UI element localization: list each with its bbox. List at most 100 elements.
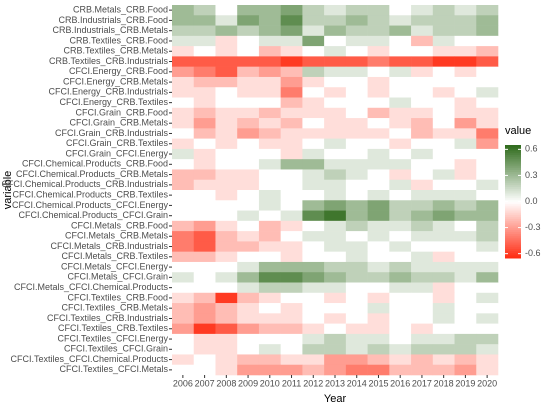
y-tick-label: CFCI.Grain_CFCI.Energy (65, 148, 168, 158)
heat-cell (302, 313, 325, 324)
heat-cell (367, 220, 390, 232)
colorbar-slice (505, 197, 521, 201)
heat-cell (476, 200, 499, 211)
heat-cell (193, 56, 216, 67)
x-tick-label: 2015 (368, 378, 388, 388)
heat-cell (389, 118, 412, 129)
y-tick-label: CFCI.Metals_CRB.Food (71, 220, 168, 230)
heat-cell (345, 303, 368, 314)
heat-cell (367, 46, 390, 57)
heat-cell (280, 344, 303, 355)
heat-cell (193, 118, 216, 129)
heat-cell (258, 323, 281, 335)
heat-cell (476, 35, 499, 47)
heat-cell (389, 241, 412, 252)
heat-cell (432, 190, 455, 201)
heat-cell (237, 261, 260, 273)
heat-cell (476, 344, 499, 355)
colorbar-slice (505, 209, 521, 212)
heat-cell (454, 333, 477, 345)
colorbar-slice (505, 188, 521, 191)
heat-cell (454, 76, 477, 88)
heat-cell (454, 261, 477, 273)
heat-cell (172, 333, 195, 345)
heat-cell (389, 313, 412, 324)
heat-cell (389, 138, 412, 150)
colorbar-slice (505, 190, 521, 193)
heat-cell (389, 179, 412, 191)
heat-cell (476, 231, 499, 242)
heat-cell (193, 241, 216, 252)
heat-cell (411, 231, 434, 242)
heat-cell (411, 159, 434, 170)
heat-cell (432, 159, 455, 170)
heat-cell (258, 303, 281, 314)
heat-cell (237, 220, 260, 232)
heat-cell (215, 148, 238, 160)
heat-cell (324, 200, 347, 211)
heat-cell (432, 344, 455, 355)
heat-cell (280, 241, 303, 252)
heat-cell (454, 107, 477, 119)
heat-cell (280, 292, 303, 304)
heat-cell (432, 148, 455, 160)
colorbar-slice (505, 210, 521, 214)
heat-cell (302, 292, 325, 304)
heat-cell (411, 323, 434, 335)
heat-cell (172, 87, 195, 98)
heat-cell (389, 282, 412, 294)
heat-cell (367, 138, 390, 150)
heat-cell (237, 190, 260, 201)
heat-cell (432, 169, 455, 181)
heat-cell (476, 272, 499, 283)
heat-cell (237, 25, 260, 37)
heat-cell (258, 56, 281, 67)
heat-cell (411, 118, 434, 129)
heat-cell (280, 15, 303, 26)
colorbar-slice (505, 199, 521, 202)
heat-cell (411, 107, 434, 119)
heat-cell (367, 190, 390, 201)
heat-cell (389, 190, 412, 201)
y-tick-label: CFCI.Grain_CRB.Metals (69, 118, 168, 128)
heat-cell (411, 190, 434, 201)
heat-cell (258, 272, 281, 283)
heat-cell (237, 231, 260, 242)
heat-cell (302, 66, 325, 78)
heat-cell (367, 303, 390, 314)
y-tick-label: CFCI.Metals_CRB.Metals (65, 231, 169, 241)
heat-cell (454, 159, 477, 170)
heat-cell (324, 25, 347, 37)
heat-cell (193, 35, 216, 47)
heat-cell (389, 5, 412, 16)
colorbar-slice (505, 248, 521, 251)
y-tick-label: CFCI.Metals_CFCI.Chemical.Products (14, 282, 169, 292)
x-tick-label: 2016 (390, 378, 410, 388)
heat-cell (280, 66, 303, 78)
heat-cell (215, 25, 238, 37)
heat-cell (411, 220, 434, 232)
heat-cell (367, 241, 390, 252)
heat-cell (367, 56, 390, 67)
heat-cell (432, 303, 455, 314)
heat-cell (172, 292, 195, 304)
heat-cell (258, 200, 281, 211)
heat-cell (411, 35, 434, 47)
heat-cell (476, 364, 499, 376)
heat-cell (302, 261, 325, 273)
x-tick-label: 2006 (173, 378, 193, 388)
x-axis-title: Year (324, 393, 347, 405)
heat-cell (345, 159, 368, 170)
heat-cell (172, 35, 195, 47)
heat-cell (454, 344, 477, 355)
colorbar-slice (505, 192, 521, 195)
heat-cell (389, 220, 412, 232)
heat-cell (193, 148, 216, 160)
heat-cell (454, 56, 477, 67)
heat-cell (258, 66, 281, 78)
heat-cell (237, 46, 260, 57)
heat-cell (237, 97, 260, 109)
x-tick-label: 2011 (282, 378, 301, 388)
heat-cell (172, 241, 195, 252)
colorbar-slice (505, 246, 521, 250)
